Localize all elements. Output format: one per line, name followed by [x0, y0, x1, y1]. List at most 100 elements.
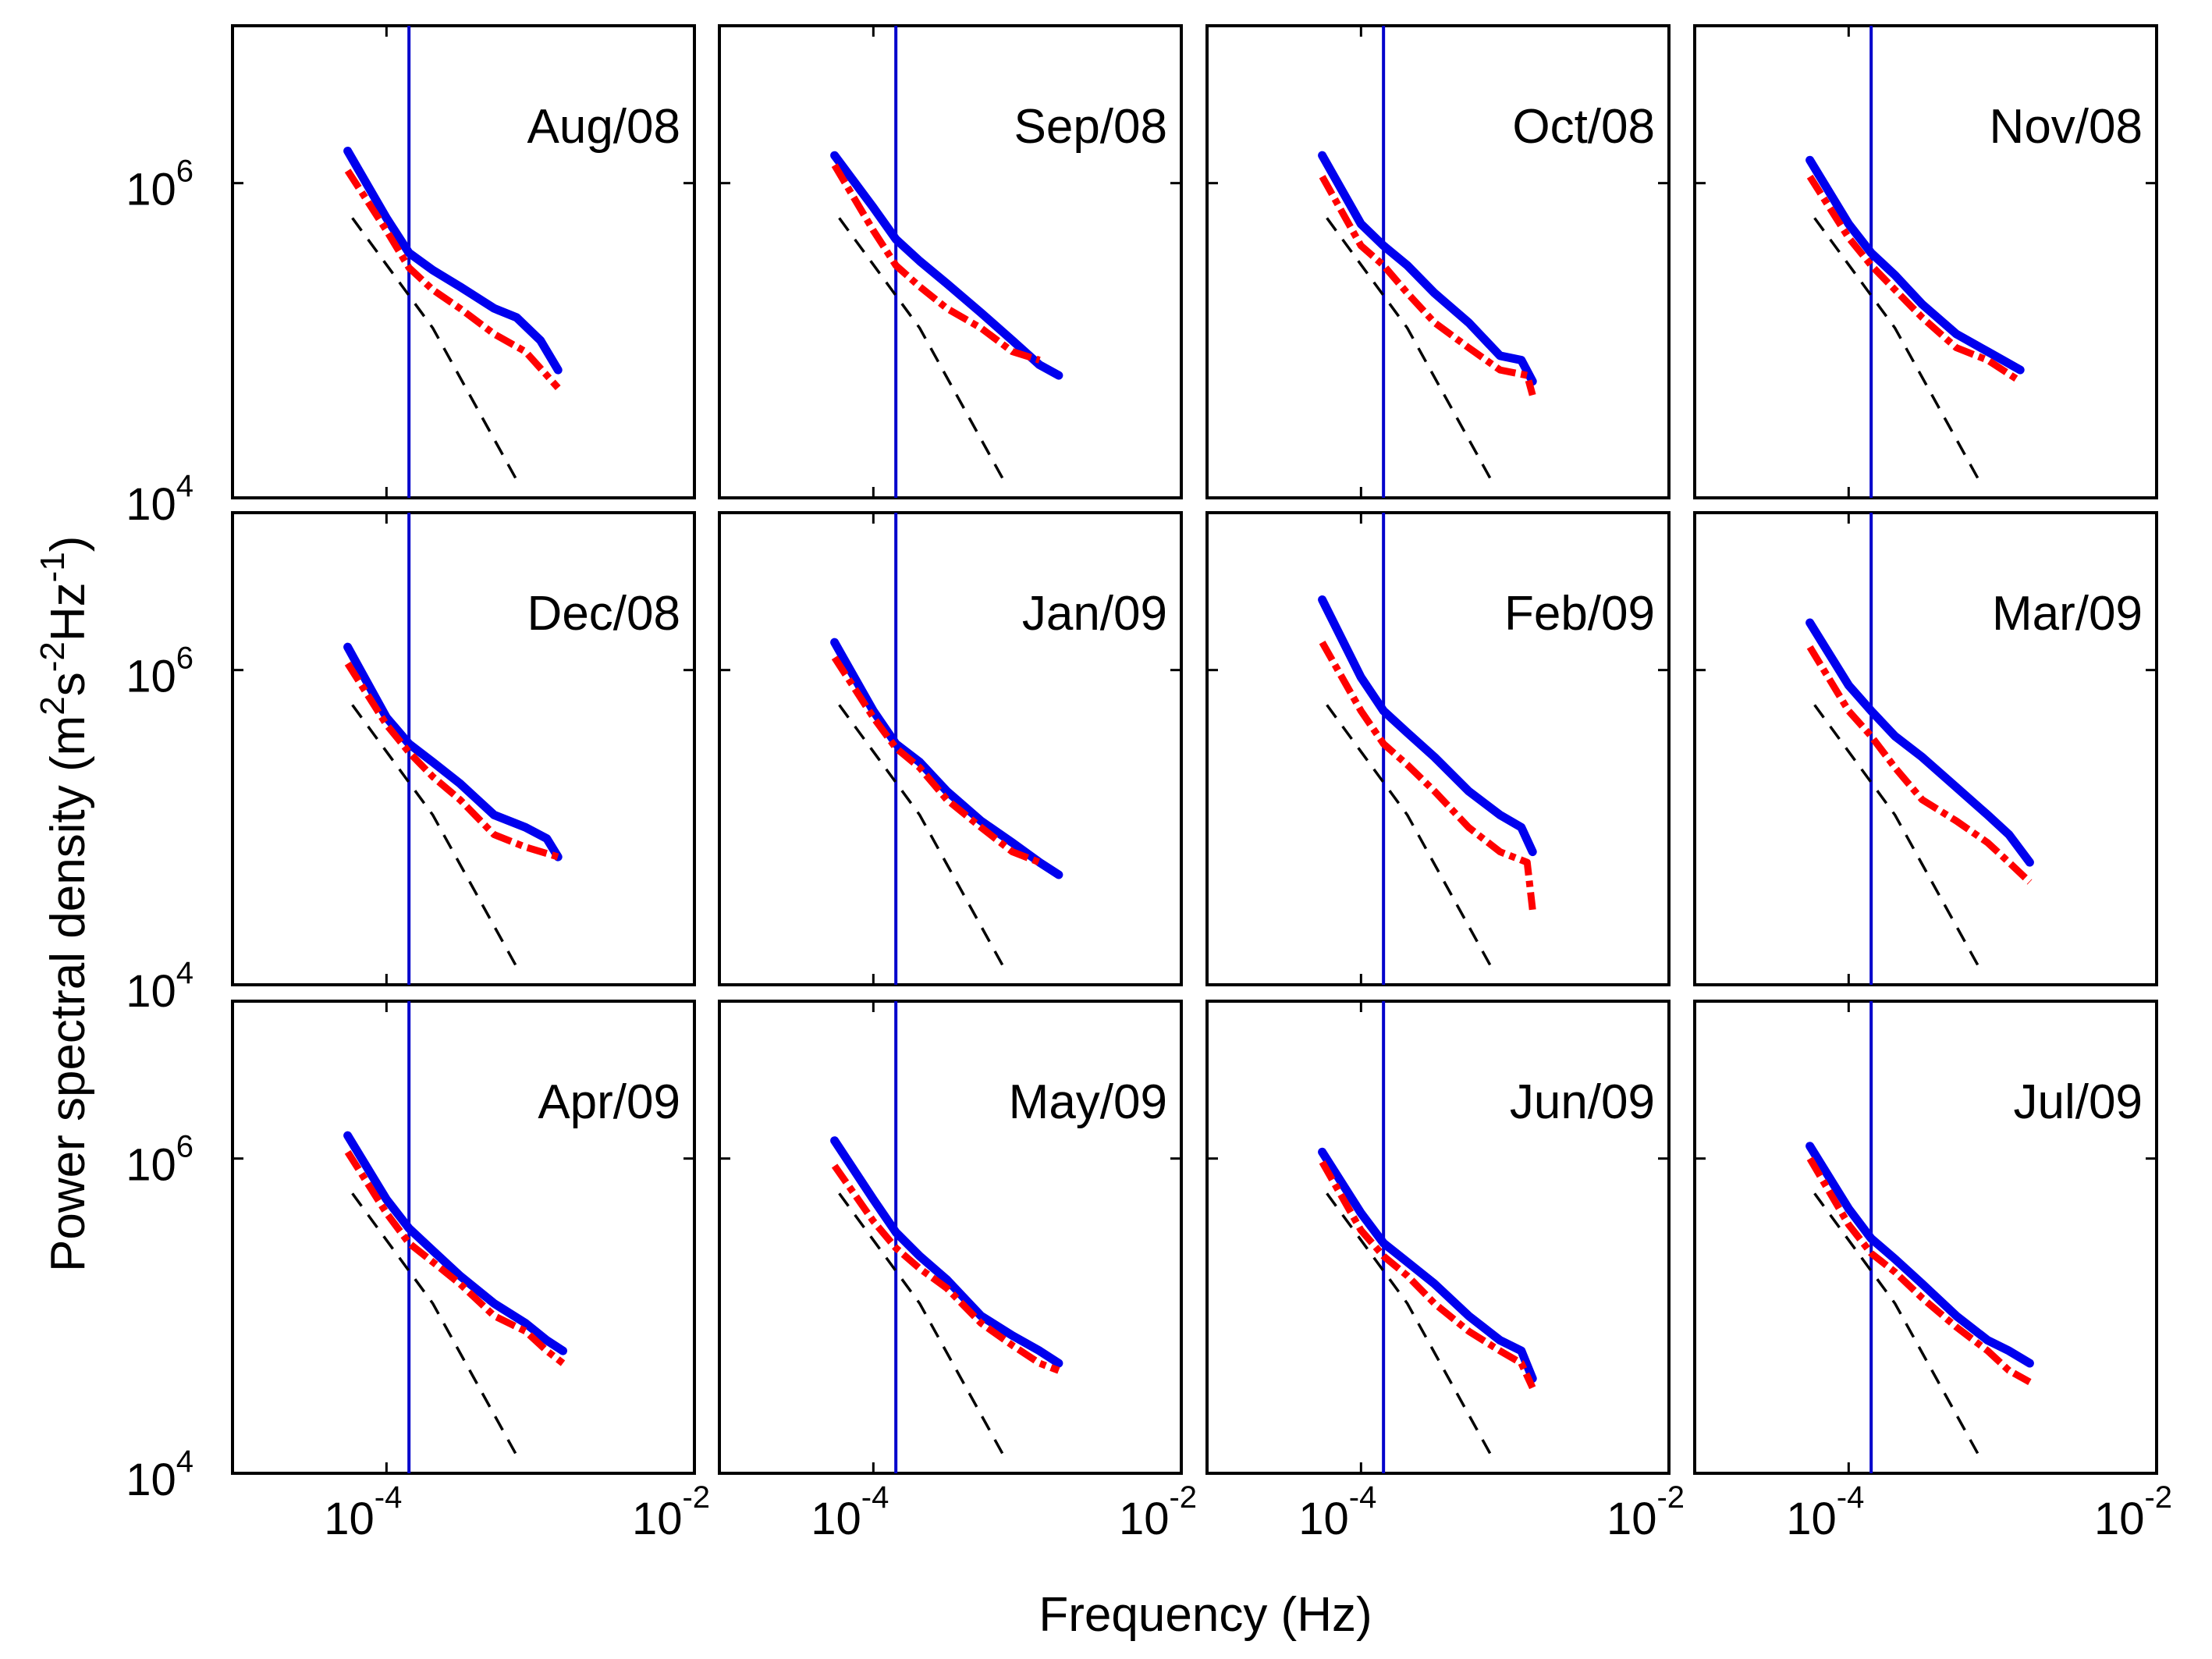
series-fit: [1326, 704, 1493, 968]
panel-frame: [231, 1000, 696, 1475]
series-total: [1318, 1147, 1537, 1384]
panel-oct-08: Oct/08: [1205, 24, 1671, 499]
series-fit: [838, 704, 1005, 968]
x-tick-exp: -2: [1656, 1480, 1685, 1515]
x-tick-exp: -4: [375, 1480, 403, 1515]
series-fit: [1813, 704, 1980, 968]
series-fit: [838, 1192, 1005, 1456]
series-residual: [344, 661, 559, 861]
series-total: [830, 1136, 1063, 1368]
series-total: [1805, 618, 2034, 867]
x-tick-base: 10: [1607, 1494, 1657, 1544]
panel-frame: [1205, 1000, 1671, 1475]
panel-frame: [1693, 1000, 2158, 1475]
y-tick-base: 10: [126, 479, 176, 530]
y-tick-label: 104: [126, 469, 194, 530]
month-label: Nov/08: [1990, 100, 2143, 154]
month-label: Mar/09: [1992, 587, 2143, 641]
x-tick-base: 10: [1298, 1494, 1349, 1544]
y-tick-exp: 4: [176, 956, 194, 990]
y-tick-base: 10: [126, 165, 176, 215]
x-tick-label: 10-4: [1786, 1480, 1864, 1544]
panel-frame: [1693, 511, 2158, 986]
y-tick-label: 106: [126, 155, 194, 215]
panel-jul-09: 10-4 10-2 Jul/09: [1693, 1000, 2172, 1544]
y-tick-label: 106: [126, 1130, 194, 1191]
month-label: Oct/08: [1512, 100, 1655, 154]
series-residual: [1319, 1160, 1536, 1390]
series-residual: [831, 163, 1041, 364]
series-total: [343, 1131, 567, 1355]
series-fit: [1326, 217, 1493, 481]
y-axis-title-hz: Hz: [41, 582, 95, 641]
y-axis-title-close: ): [41, 536, 95, 552]
x-tick-base: 10: [1119, 1494, 1170, 1544]
series-total: [343, 147, 563, 375]
series-fit: [351, 704, 518, 968]
month-label: Dec/08: [527, 587, 680, 641]
panel-nov-08: Nov/08: [1693, 24, 2158, 499]
month-label: Jan/09: [1022, 587, 1167, 641]
series-fit: [1813, 217, 1980, 481]
series-residual: [1806, 174, 2022, 385]
month-label: Apr/09: [538, 1075, 680, 1129]
y-tick-base: 10: [126, 1140, 176, 1191]
y-tick-label: 104: [126, 956, 194, 1017]
panel-frame: [1205, 24, 1671, 499]
series-fit: [838, 217, 1005, 481]
x-tick-base: 10: [2094, 1494, 2145, 1544]
y-tick-exp: 4: [176, 1444, 194, 1479]
series-total: [830, 151, 1063, 380]
x-tick-label: 10-4: [1298, 1480, 1376, 1544]
y-axis-title-s: s: [41, 672, 95, 696]
y-tick-base: 10: [126, 1455, 176, 1505]
panel-frame: [1205, 511, 1671, 986]
month-label: Jun/09: [1510, 1075, 1655, 1129]
x-tick-label: 10-4: [811, 1480, 889, 1544]
x-tick-exp: -4: [861, 1480, 889, 1515]
series-fit: [351, 217, 518, 481]
series-total: [343, 642, 563, 861]
panel-feb-09: Feb/09: [1205, 511, 1671, 986]
series-fit: [351, 1192, 518, 1456]
panel-frame: [231, 511, 696, 986]
panel-frame: [718, 511, 1183, 986]
y-tick-base: 10: [126, 652, 176, 702]
panel-mar-09: Mar/09: [1693, 511, 2158, 986]
series-residual: [831, 1163, 1060, 1374]
series-residual: [831, 655, 1041, 866]
series-residual: [1319, 640, 1536, 911]
x-axis-title: Frequency (Hz): [1039, 1588, 1372, 1642]
x-tick-exp: -4: [1349, 1480, 1377, 1515]
panel-sep-08: Sep/08: [718, 24, 1183, 499]
y-tick-exp: 6: [176, 1130, 194, 1164]
series-residual: [344, 1149, 566, 1366]
y-axis-title-main: Power spectral density (m: [41, 716, 95, 1272]
panel-frame: [231, 24, 696, 499]
y-tick-exp: 6: [176, 155, 194, 189]
panel-jan-09: Jan/09: [718, 511, 1183, 986]
y-tick-label: 106: [126, 641, 194, 702]
series-fit: [1813, 1192, 1980, 1456]
x-tick-exp: -2: [682, 1480, 710, 1515]
x-tick-label: 10-2: [2094, 1480, 2172, 1544]
series-total: [830, 638, 1063, 879]
y-tick-base: 10: [126, 966, 176, 1017]
series-residual: [1319, 175, 1536, 396]
y-tick-exp: 4: [176, 469, 194, 503]
x-tick-label: 10-2: [632, 1480, 710, 1544]
series-total: [1318, 151, 1537, 386]
y-tick-exp: 6: [176, 641, 194, 676]
month-label: Jul/09: [2014, 1075, 2143, 1129]
y-axis-title-s-exp: -2: [34, 641, 72, 672]
x-tick-label: 10-2: [1119, 1480, 1197, 1544]
panel-frame: [718, 24, 1183, 499]
series-residual: [344, 169, 561, 391]
x-tick-base: 10: [811, 1494, 861, 1544]
y-axis-title-hz-exp: -1: [34, 552, 72, 582]
